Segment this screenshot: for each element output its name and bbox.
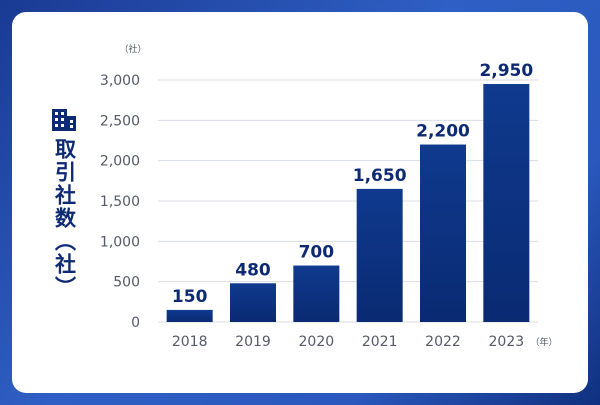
y-tick-label: 1,000 — [100, 234, 140, 250]
y-tick-label: 3,000 — [100, 73, 140, 89]
y-tick-label: 500 — [113, 275, 140, 291]
value-label-2021: 1,650 — [353, 166, 407, 186]
x-unit-label: （年） — [530, 336, 557, 348]
y-tick-label: 0 — [131, 315, 140, 331]
value-label-2023: 2,950 — [479, 61, 533, 81]
value-label-2020: 700 — [299, 243, 335, 263]
value-label-2022: 2,200 — [416, 122, 470, 142]
bar-2022 — [420, 144, 466, 322]
bar-2018 — [166, 309, 213, 322]
x-tick-label-2018: 2018 — [172, 334, 208, 350]
y-unit-label: （社） — [119, 43, 146, 55]
grid-lines — [158, 79, 538, 323]
y-tick-label: 1,500 — [100, 194, 140, 210]
bar-2020 — [293, 265, 340, 322]
x-tick-label-2021: 2021 — [362, 334, 398, 350]
x-tick-label-2020: 2020 — [299, 334, 335, 350]
y-axis-label: 取引社数（社） — [52, 138, 77, 299]
bar-2021 — [356, 188, 403, 322]
y-tick-label: 2,500 — [100, 113, 140, 129]
x-tick-label-2023: 2023 — [489, 334, 525, 350]
x-axis-ticks: 2018 2019 2020 2021 2022 2023 — [172, 334, 524, 350]
x-tick-label-2019: 2019 — [235, 334, 271, 350]
bar-2023 — [483, 84, 530, 323]
value-label-2019: 480 — [235, 260, 271, 280]
value-labels: 150 480 700 1,650 2,200 2,950 — [172, 61, 533, 307]
y-axis-title: 取引社数（社） — [44, 106, 84, 299]
y-axis-ticks: 0 500 1,000 1,500 2,000 2,500 3,000 — [100, 73, 140, 331]
bars — [166, 84, 530, 323]
value-label-2018: 150 — [172, 287, 208, 307]
x-tick-label-2022: 2022 — [425, 334, 461, 350]
bar-2019 — [230, 283, 276, 322]
y-tick-label: 2,000 — [100, 154, 140, 170]
building-icon — [52, 109, 76, 131]
